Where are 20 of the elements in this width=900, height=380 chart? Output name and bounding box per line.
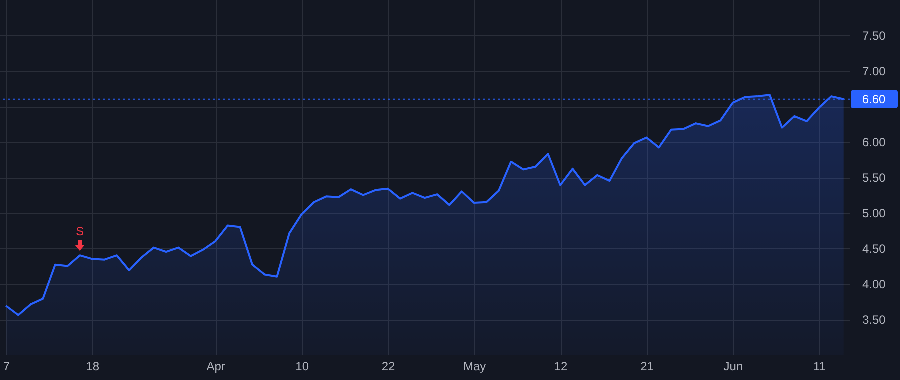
y-tick-label: 7.50 <box>862 29 886 43</box>
ref-line-label: 6.60 <box>862 92 886 106</box>
y-tick-label: 3.50 <box>862 313 886 327</box>
annotation: S <box>76 224 84 239</box>
x-tick-label: Apr <box>206 360 226 374</box>
x-tick-label: 18 <box>86 360 100 374</box>
x-tick-label: May <box>463 360 486 374</box>
y-tick-label: 6.00 <box>862 136 886 150</box>
x-tick-label: 22 <box>382 360 396 374</box>
y-tick-label: 7.00 <box>862 64 886 78</box>
y-tick-label: 4.00 <box>862 278 886 292</box>
y-tick-label: 5.50 <box>862 171 886 185</box>
x-tick-label: Jun <box>724 360 744 374</box>
x-tick-label: 12 <box>554 360 568 374</box>
y-tick-label: 4.50 <box>862 242 886 256</box>
x-tick-label: 11 <box>813 360 826 374</box>
y-tick-label: 5.00 <box>862 206 886 220</box>
x-tick-label: 10 <box>296 360 310 374</box>
x-tick-label: 21 <box>640 360 654 374</box>
x-tick-label: 7 <box>3 360 10 374</box>
